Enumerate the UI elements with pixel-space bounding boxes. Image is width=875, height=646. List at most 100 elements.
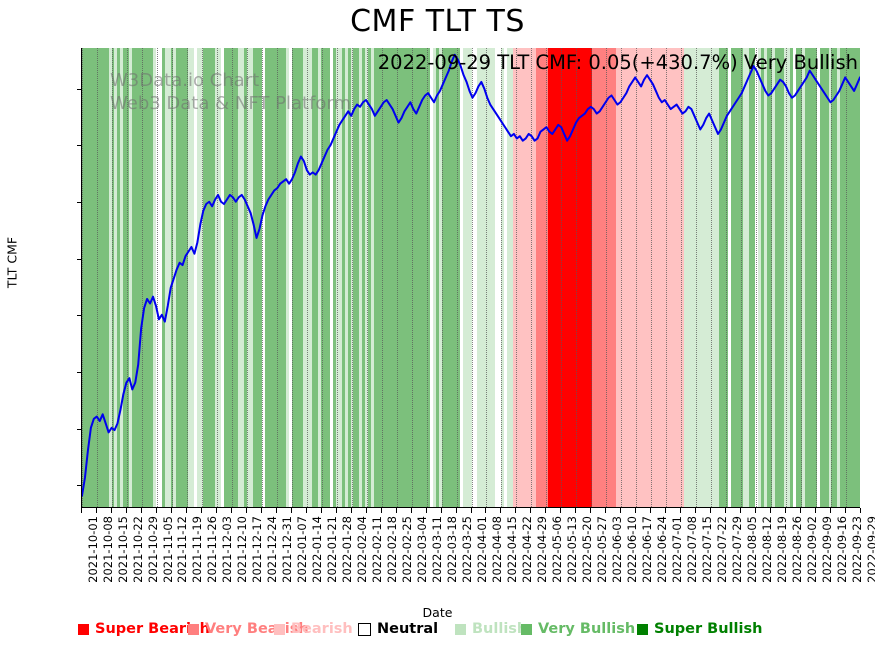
sentiment-band — [757, 48, 762, 507]
sentiment-band — [235, 48, 239, 507]
legend-item-bearish[interactable]: Bearish — [274, 618, 353, 640]
sentiment-band — [120, 48, 124, 507]
sentiment-band — [356, 48, 360, 507]
sentiment-band — [388, 48, 393, 507]
sentiment-band — [586, 48, 591, 507]
sentiment-band — [126, 48, 130, 507]
sentiment-band — [247, 48, 251, 507]
x-tick-mark — [590, 508, 592, 513]
gridline — [666, 48, 668, 507]
gridline — [351, 48, 353, 507]
gridline — [801, 48, 803, 507]
sentiment-band — [813, 48, 818, 507]
sentiment-band — [82, 48, 86, 507]
sentiment-band — [616, 48, 620, 507]
sentiment-band — [624, 48, 629, 507]
x-tick-mark — [575, 508, 577, 513]
sentiment-band — [763, 48, 768, 507]
x-tick-mark — [800, 508, 802, 513]
sentiment-band — [220, 48, 225, 507]
sentiment-band — [433, 48, 437, 507]
sentiment-band — [501, 48, 505, 507]
x-tick-mark — [830, 508, 832, 513]
gridline — [321, 48, 323, 507]
legend-swatch-icon — [274, 623, 285, 635]
sentiment-band — [480, 48, 484, 507]
sentiment-band — [666, 48, 670, 507]
legend-item-super-bullish[interactable]: Super Bullish — [637, 618, 762, 640]
sentiment-band — [807, 48, 812, 507]
sentiment-band — [297, 48, 301, 507]
sentiment-band — [790, 48, 794, 507]
sentiment-band — [397, 48, 402, 507]
sentiment-band — [87, 48, 92, 507]
gridline — [681, 48, 683, 507]
legend-item-super-bearish[interactable]: Super Bearish — [78, 618, 210, 640]
gridline — [531, 48, 533, 507]
annotation-layer: 2022-09-29 TLT CMF: 0.05(+430.7%) Very B… — [82, 48, 860, 507]
sentiment-band — [796, 48, 800, 507]
sentiment-band — [394, 48, 399, 507]
sentiment-band — [453, 48, 458, 507]
sentiment-band — [288, 48, 293, 507]
gridline — [291, 48, 293, 507]
gridline — [591, 48, 593, 507]
sentiment-band — [515, 48, 520, 507]
gridline — [576, 48, 578, 507]
x-tick-mark — [530, 508, 532, 513]
sentiment-band — [692, 48, 697, 507]
sentiment-band — [477, 48, 481, 507]
sentiment-band — [751, 48, 756, 507]
sentiment-band — [164, 48, 169, 507]
sentiment-band — [129, 48, 133, 507]
sentiment-band — [303, 48, 307, 507]
x-tick-label: 2022-01-21 — [325, 516, 340, 583]
sentiment-band — [562, 48, 567, 507]
x-tick-label: 2022-02-25 — [400, 516, 415, 583]
sentiment-band — [306, 48, 310, 507]
y-tick-mark — [77, 485, 82, 487]
x-tick-label: 2021-10-15 — [115, 516, 130, 583]
sentiment-band — [551, 48, 555, 507]
sentiment-band — [536, 48, 540, 507]
sentiment-band — [548, 48, 552, 507]
x-tick-mark — [350, 508, 352, 513]
gridline — [216, 48, 218, 507]
sentiment-band — [197, 48, 201, 507]
sentiment-band — [533, 48, 538, 507]
legend-item-bullish[interactable]: Bullish — [455, 618, 527, 640]
sentiment-band — [250, 48, 254, 507]
sentiment-band — [441, 48, 446, 507]
legend-swatch-icon — [78, 623, 89, 635]
gridline — [651, 48, 653, 507]
sentiment-band — [182, 48, 186, 507]
x-tick-mark — [410, 508, 412, 513]
x-tick-label: 2022-08-19 — [774, 516, 789, 583]
legend-label: Very Bullish — [538, 621, 636, 637]
sentiment-band — [232, 48, 237, 507]
gridline — [696, 48, 698, 507]
gridline — [261, 48, 263, 507]
sentiment-band — [642, 48, 647, 507]
sentiment-band — [149, 48, 154, 507]
sentiment-band — [282, 48, 287, 507]
sentiment-band — [474, 48, 478, 507]
gridline — [336, 48, 338, 507]
gridline — [561, 48, 563, 507]
sentiment-band — [542, 48, 546, 507]
sentiment-band — [672, 48, 676, 507]
sentiment-band — [775, 48, 779, 507]
sentiment-band — [211, 48, 216, 507]
sentiment-band — [471, 48, 476, 507]
legend-item-very-bullish[interactable]: Very Bullish — [521, 618, 635, 640]
sentiment-band — [93, 48, 98, 507]
sentiment-band — [778, 48, 782, 507]
sentiment-band — [742, 48, 747, 507]
legend-item-neutral[interactable]: Neutral — [358, 618, 438, 640]
x-tick-label: 2022-08-05 — [744, 516, 759, 583]
sentiment-band — [633, 48, 638, 507]
x-tick-label: 2021-12-17 — [250, 516, 265, 583]
sentiment-band — [509, 48, 514, 507]
sentiment-band — [565, 48, 570, 507]
sentiment-band — [123, 48, 127, 507]
